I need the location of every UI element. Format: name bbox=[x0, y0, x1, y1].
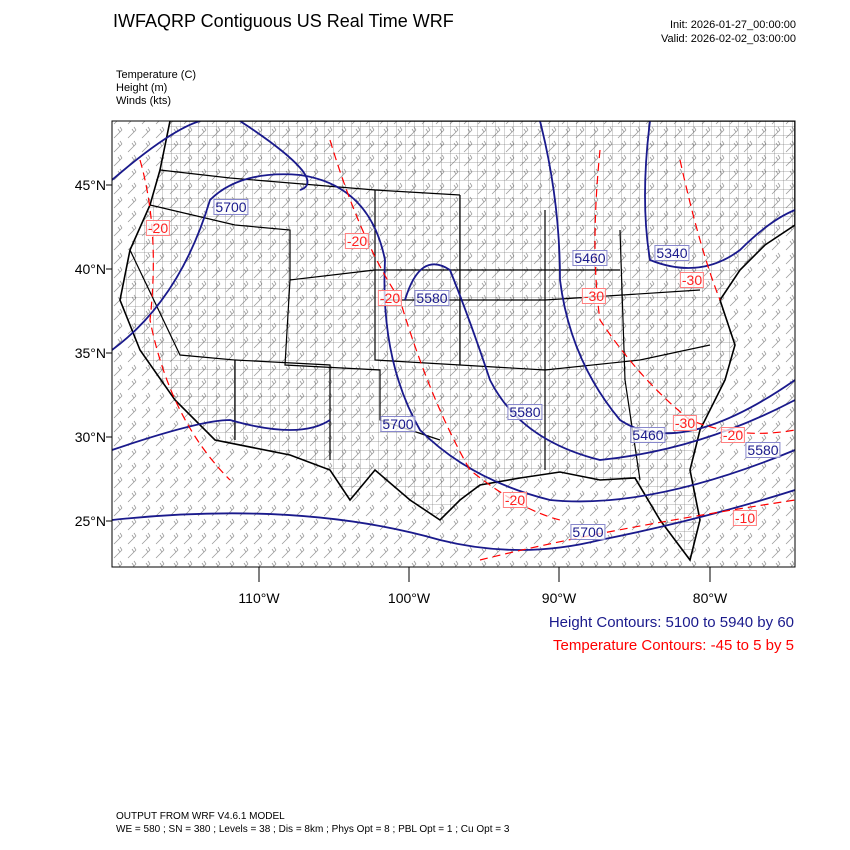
axis-ticks bbox=[106, 184, 711, 582]
lon-label: 80°W bbox=[692, 590, 728, 606]
lon-label: 90°W bbox=[541, 590, 577, 606]
height-contour-label: 5700 bbox=[213, 199, 249, 215]
height-contour-label: 5340 bbox=[654, 245, 690, 261]
lat-label: 35°N bbox=[74, 345, 106, 361]
temperature-contour-label: -20 bbox=[344, 233, 370, 249]
lat-label: 45°N bbox=[74, 177, 106, 193]
lat-label: 25°N bbox=[74, 513, 106, 529]
temperature-contour-label: -20 bbox=[377, 290, 403, 306]
temperature-contour-label: -10 bbox=[732, 510, 758, 526]
us-landmass bbox=[119, 121, 795, 562]
lat-label: 40°N bbox=[74, 261, 106, 277]
height-contour-label: 5580 bbox=[414, 290, 450, 306]
temperature-contour-label: -20 bbox=[502, 492, 528, 508]
variable-height: Height (m) bbox=[116, 82, 168, 94]
height-contour-label: 5700 bbox=[380, 416, 416, 432]
model-settings: WE = 580 ; SN = 380 ; Levels = 38 ; Dis … bbox=[116, 824, 510, 835]
lon-label: 110°W bbox=[238, 590, 280, 606]
height-contour-label: 5460 bbox=[572, 250, 608, 266]
lon-label: 100°W bbox=[387, 590, 431, 606]
variable-winds: Winds (kts) bbox=[116, 95, 171, 107]
temperature-contour-label: -30 bbox=[672, 415, 698, 431]
lat-label: 30°N bbox=[74, 429, 106, 445]
init-time: Init: 2026-01-27_00:00:00 bbox=[670, 19, 796, 31]
variable-temperature: Temperature (C) bbox=[116, 69, 197, 81]
temperature-contour-label: -20 bbox=[720, 427, 746, 443]
plot-title: IWFAQRP Contiguous US Real Time WRF bbox=[113, 11, 454, 31]
temperature-contour-label: -30 bbox=[679, 272, 705, 288]
height-contour-label: 5460 bbox=[630, 427, 666, 443]
height-contour-label: 5580 bbox=[507, 404, 543, 420]
temperature-contour-label: -30 bbox=[581, 288, 607, 304]
map-frame bbox=[111, 120, 796, 568]
height-contour-label: 5580 bbox=[745, 442, 781, 458]
model-info: OUTPUT FROM WRF V4.6.1 MODEL bbox=[116, 811, 285, 822]
height-contour-label: 5700 bbox=[570, 524, 606, 540]
temperature-contour-legend: Temperature Contours: -45 to 5 by 5 bbox=[553, 637, 794, 654]
state-boundaries bbox=[129, 169, 711, 481]
valid-time: Valid: 2026-02-02_03:00:00 bbox=[661, 33, 796, 45]
temperature-contour-label: -20 bbox=[145, 220, 171, 236]
height-contour-legend: Height Contours: 5100 to 5940 by 60 bbox=[548, 614, 794, 631]
